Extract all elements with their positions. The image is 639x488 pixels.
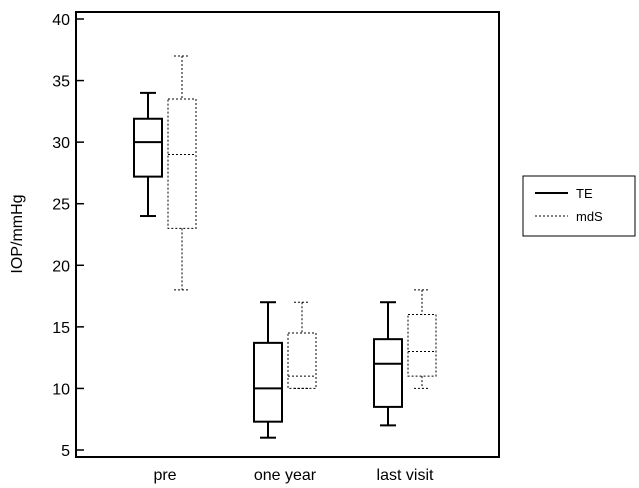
y-axis: 5 10 15 20 25 30 35 40 bbox=[52, 12, 84, 460]
x-tick-label-1: one year bbox=[254, 467, 317, 484]
box-iqr bbox=[373, 338, 403, 408]
box-mdS-2 bbox=[407, 289, 437, 389]
y-tick-label-1: 10 bbox=[52, 381, 70, 398]
box-mdS-0 bbox=[167, 55, 197, 291]
y-tick-label-0: 5 bbox=[61, 443, 70, 460]
box-TE-0 bbox=[133, 91, 163, 218]
x-tick-label-2: last visit bbox=[377, 467, 434, 484]
x-axis: pre one year last visit bbox=[153, 467, 434, 484]
y-tick-label-2: 15 bbox=[52, 320, 70, 337]
y-tick-label-7: 40 bbox=[52, 12, 70, 29]
x-tick-label-0: pre bbox=[153, 467, 176, 484]
box-iqr bbox=[253, 341, 283, 423]
legend-box bbox=[522, 175, 636, 237]
y-tick-label-5: 30 bbox=[52, 135, 70, 152]
box-TE-1 bbox=[253, 301, 283, 439]
box-series bbox=[133, 55, 437, 439]
box-TE-2 bbox=[373, 301, 403, 427]
box-iqr bbox=[407, 314, 437, 377]
box-iqr bbox=[133, 117, 163, 178]
legend-label-0: TE bbox=[576, 186, 593, 201]
y-tick-label-3: 20 bbox=[52, 258, 70, 275]
legend-label-1: mdS bbox=[576, 209, 603, 224]
box-iqr bbox=[167, 98, 197, 229]
y-tick-label-4: 25 bbox=[52, 197, 70, 214]
box-mdS-1 bbox=[287, 301, 317, 389]
box-iqr bbox=[287, 332, 317, 389]
y-tick-label-6: 35 bbox=[52, 74, 70, 91]
y-axis-label: IOP/mmHg bbox=[9, 194, 26, 273]
plot-frame bbox=[75, 11, 500, 458]
legend: TE mdS bbox=[522, 175, 636, 237]
